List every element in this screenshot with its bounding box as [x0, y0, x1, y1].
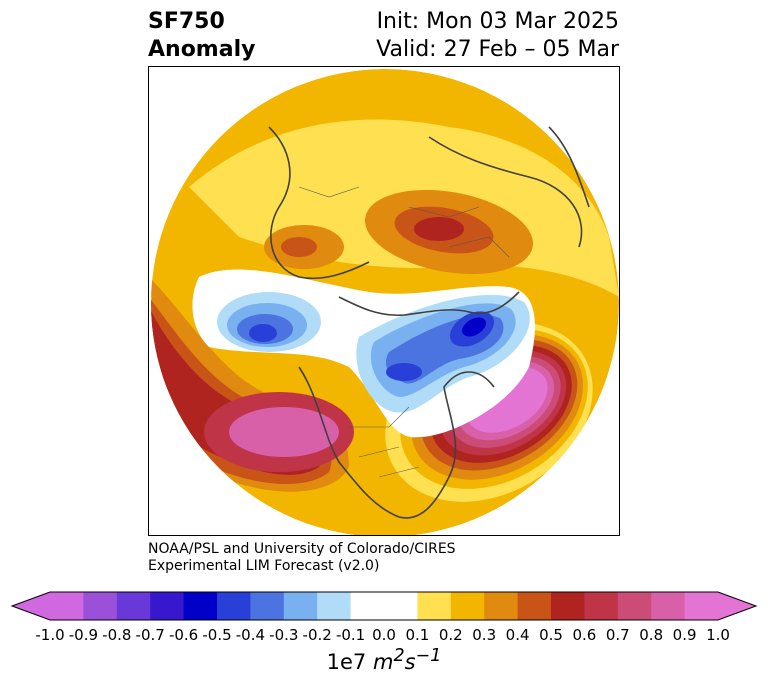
colorbar-units: 1e7 m2s−1	[0, 646, 768, 674]
borders	[298, 186, 510, 478]
units-base-exponent: 2	[393, 646, 405, 666]
units-prefix: 1e7	[326, 650, 367, 674]
greenland-core	[462, 317, 486, 337]
units-s: s	[404, 650, 416, 674]
colorbar-bin	[283, 592, 318, 620]
colorbar-tick-label: -0.1	[335, 626, 366, 644]
colorbar-extend-max	[718, 592, 756, 620]
polar-map	[151, 69, 619, 535]
pacific-pink	[229, 407, 339, 457]
colorbar-bin	[617, 592, 652, 620]
colorbar-tick-label: -1.0	[35, 626, 65, 644]
credit-line-2: Experimental LIM Forecast (v2.0)	[148, 558, 380, 574]
colorbar-bin	[684, 592, 719, 620]
colorbar-bin	[450, 592, 485, 620]
colorbar-ticks: -1.0 -0.9 -0.8 -0.7 -0.6 -0.5 -0.4 -0.3 -0.2 -0.1…	[0, 626, 768, 646]
colorbar-bin	[83, 592, 118, 620]
coastlines	[268, 126, 590, 519]
colorbar-tick-label: 0.2	[438, 626, 463, 644]
colorbar-tick-label: -0.5	[202, 626, 232, 644]
colorbar	[10, 591, 758, 621]
bering-deep-blue	[249, 324, 277, 342]
colorbar-bin	[217, 592, 251, 620]
colorbar-tick-label: 0.0	[372, 626, 396, 644]
variable-label: SF750	[148, 9, 225, 34]
colorbar-bin	[417, 592, 452, 620]
colorbar-bin	[517, 592, 552, 620]
east-siberia-darkorange	[281, 237, 317, 257]
colorbar-bin	[384, 592, 418, 620]
colorbar-bin	[116, 592, 151, 620]
colorbar-tick-label: -0.8	[102, 626, 132, 644]
chart-title-left: SF750 Anomaly	[148, 8, 255, 64]
anomaly-field	[151, 69, 619, 535]
colorbar-extend-min	[12, 592, 50, 620]
colorbar-tick-label: 0.5	[539, 626, 563, 644]
map-panel	[148, 66, 620, 536]
colorbar-tick-label: -0.9	[68, 626, 99, 644]
colorbar-tick-label: -0.4	[235, 626, 266, 644]
type-label: Anomaly	[148, 37, 256, 62]
colorbar-bin	[551, 592, 585, 620]
colorbar-tick-label: -0.7	[135, 626, 165, 644]
colorbar-tick-label: 1.0	[706, 626, 730, 644]
credit-line-1: NOAA/PSL and University of Colorado/CIRE…	[148, 541, 456, 557]
colorbar-tick-label: -0.3	[269, 626, 299, 644]
colorbar-bin	[50, 592, 84, 620]
colorbar-tick-label: 0.8	[639, 626, 664, 644]
colorbar-tick-label: 0.1	[405, 626, 430, 644]
colorbar-tick-label: 0.9	[672, 626, 697, 644]
units-s-exponent: −1	[415, 646, 442, 666]
colorbar-tick-label: 0.4	[505, 626, 530, 644]
colorbar-bin	[250, 592, 285, 620]
colorbar-bin	[584, 592, 619, 620]
valid-dates: Valid: 27 Feb – 05 Mar	[376, 37, 619, 62]
colorbar-outline	[10, 591, 758, 621]
siberia-red	[414, 217, 464, 241]
colorbar-tick-label: 0.6	[572, 626, 597, 644]
colorbar-bin	[350, 592, 385, 620]
colorbar-tick-label: 0.7	[605, 626, 630, 644]
colorbar-tick-label: -0.6	[168, 626, 199, 644]
credit-text: NOAA/PSL and University of Colorado/CIRE…	[148, 541, 456, 575]
colorbar-tick-label: -0.2	[302, 626, 332, 644]
colorbar-bin	[651, 592, 686, 620]
colorbar-bin	[183, 592, 218, 620]
hudson-deep-blue	[386, 363, 422, 381]
colorbar-bin	[317, 592, 352, 620]
chart-title-right: Init: Mon 03 Mar 2025 Valid: 27 Feb – 05…	[376, 8, 619, 64]
colorbar-bin	[484, 592, 519, 620]
init-date: Init: Mon 03 Mar 2025	[376, 9, 619, 34]
colorbar-bin	[150, 592, 185, 620]
units-base: m	[372, 650, 394, 674]
colorbar-tick-label: 0.3	[472, 626, 497, 644]
